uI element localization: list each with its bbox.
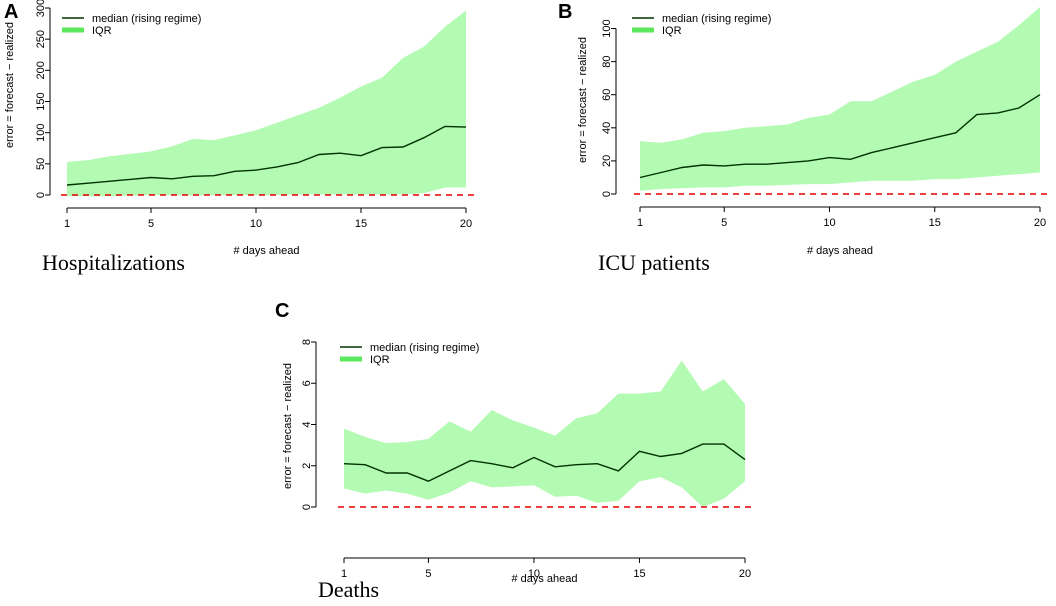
panel-c-x-tick-label: 5 [425, 568, 431, 580]
panel-b-iqr-band [640, 7, 1040, 191]
panel-c-letter: C [275, 300, 289, 322]
panel-c-x-tick-label: 20 [739, 568, 751, 580]
panel-a-y-tick-label: 250 [35, 30, 47, 48]
panel-b-y-tick-label: 80 [601, 56, 613, 68]
panel-c-y-tick-label: 2 [301, 463, 313, 469]
panel-b-y-tick-label: 100 [601, 19, 613, 37]
panel-c-y-tick-label: 0 [301, 504, 313, 510]
panel-a-x-tick-label: 20 [460, 218, 472, 230]
panel-c-legend: median (rising regime)IQR [340, 342, 479, 366]
panel-c-legend-median-label: median (rising regime) [370, 342, 479, 354]
panel-b-legend-median-label: median (rising regime) [662, 13, 771, 25]
panel-a-y-tick-label: 50 [35, 158, 47, 170]
panel-c-x-tick-label: 1 [341, 568, 347, 580]
panel-b-y-tick-label: 0 [601, 191, 613, 197]
panel-b-x-tick-label: 10 [823, 217, 835, 229]
panel-b-y-tick-label: 60 [601, 89, 613, 101]
panel-a-x-tick-label: 1 [64, 218, 70, 230]
panel-b-caption: ICU patients [598, 250, 710, 275]
panel-b-legend: median (rising regime)IQR [632, 13, 771, 37]
panel-a-y-tick-label: 200 [35, 61, 47, 79]
panel-c-median-line [343, 443, 746, 482]
panel-b-median-line [639, 94, 1041, 179]
panel-c-x-axis-label: # days ahead [511, 573, 577, 585]
panel-c-y-axis-label: error = forecast − realized [282, 363, 294, 489]
panel-c-iqr-band [344, 360, 745, 507]
panel-b-y-axis-label: error = forecast − realized [577, 37, 589, 163]
panel-a-letter: A [4, 1, 18, 23]
panel-b-x-tick-label: 5 [721, 217, 727, 229]
panel-a-iqr-band [67, 10, 466, 197]
panel-a-y-tick-label: 150 [35, 92, 47, 110]
panel-b-letter: B [558, 1, 572, 23]
panel-a-legend: median (rising regime)IQR [62, 13, 201, 37]
panel-a-x-tick-label: 15 [355, 218, 367, 230]
panel-a-legend-iqr-label: IQR [92, 25, 112, 37]
panel-a-x-tick-label: 10 [250, 218, 262, 230]
panel-b-x-tick-label: 20 [1034, 217, 1046, 229]
panel-b-x-tick-label: 15 [929, 217, 941, 229]
panel-a-x-axis-label: # days ahead [233, 245, 299, 257]
panel-c-legend-iqr-label: IQR [370, 354, 390, 366]
panel-a-caption: Hospitalizations [42, 250, 185, 275]
panel-a-median-line [66, 125, 467, 186]
panel-a-y-tick-label: 300 [35, 0, 47, 17]
panel-a-x-tick-label: 5 [148, 218, 154, 230]
panel-a-y-tick-label: 100 [35, 123, 47, 141]
panel-c-y-tick-label: 4 [301, 421, 313, 427]
panel-b-x-tick-label: 1 [637, 217, 643, 229]
panel-b-x-axis-label: # days ahead [807, 245, 873, 257]
panel-c-y-tick-label: 8 [301, 339, 313, 345]
panel-b-legend-iqr-label: IQR [662, 25, 682, 37]
panel-c-y-tick-label: 6 [301, 380, 313, 386]
panel-c-caption: Deaths [318, 577, 379, 602]
panel-b-y-tick-label: 20 [601, 155, 613, 167]
panel-a-y-axis-label: error = forecast − realized [4, 22, 16, 148]
panel-c-x-tick-label: 10 [528, 568, 540, 580]
panel-b-y-tick-label: 40 [601, 122, 613, 134]
panel-a-y-tick-label: 0 [35, 192, 47, 198]
panel-a-legend-median-label: median (rising regime) [92, 13, 201, 25]
panel-c-x-tick-label: 15 [633, 568, 645, 580]
